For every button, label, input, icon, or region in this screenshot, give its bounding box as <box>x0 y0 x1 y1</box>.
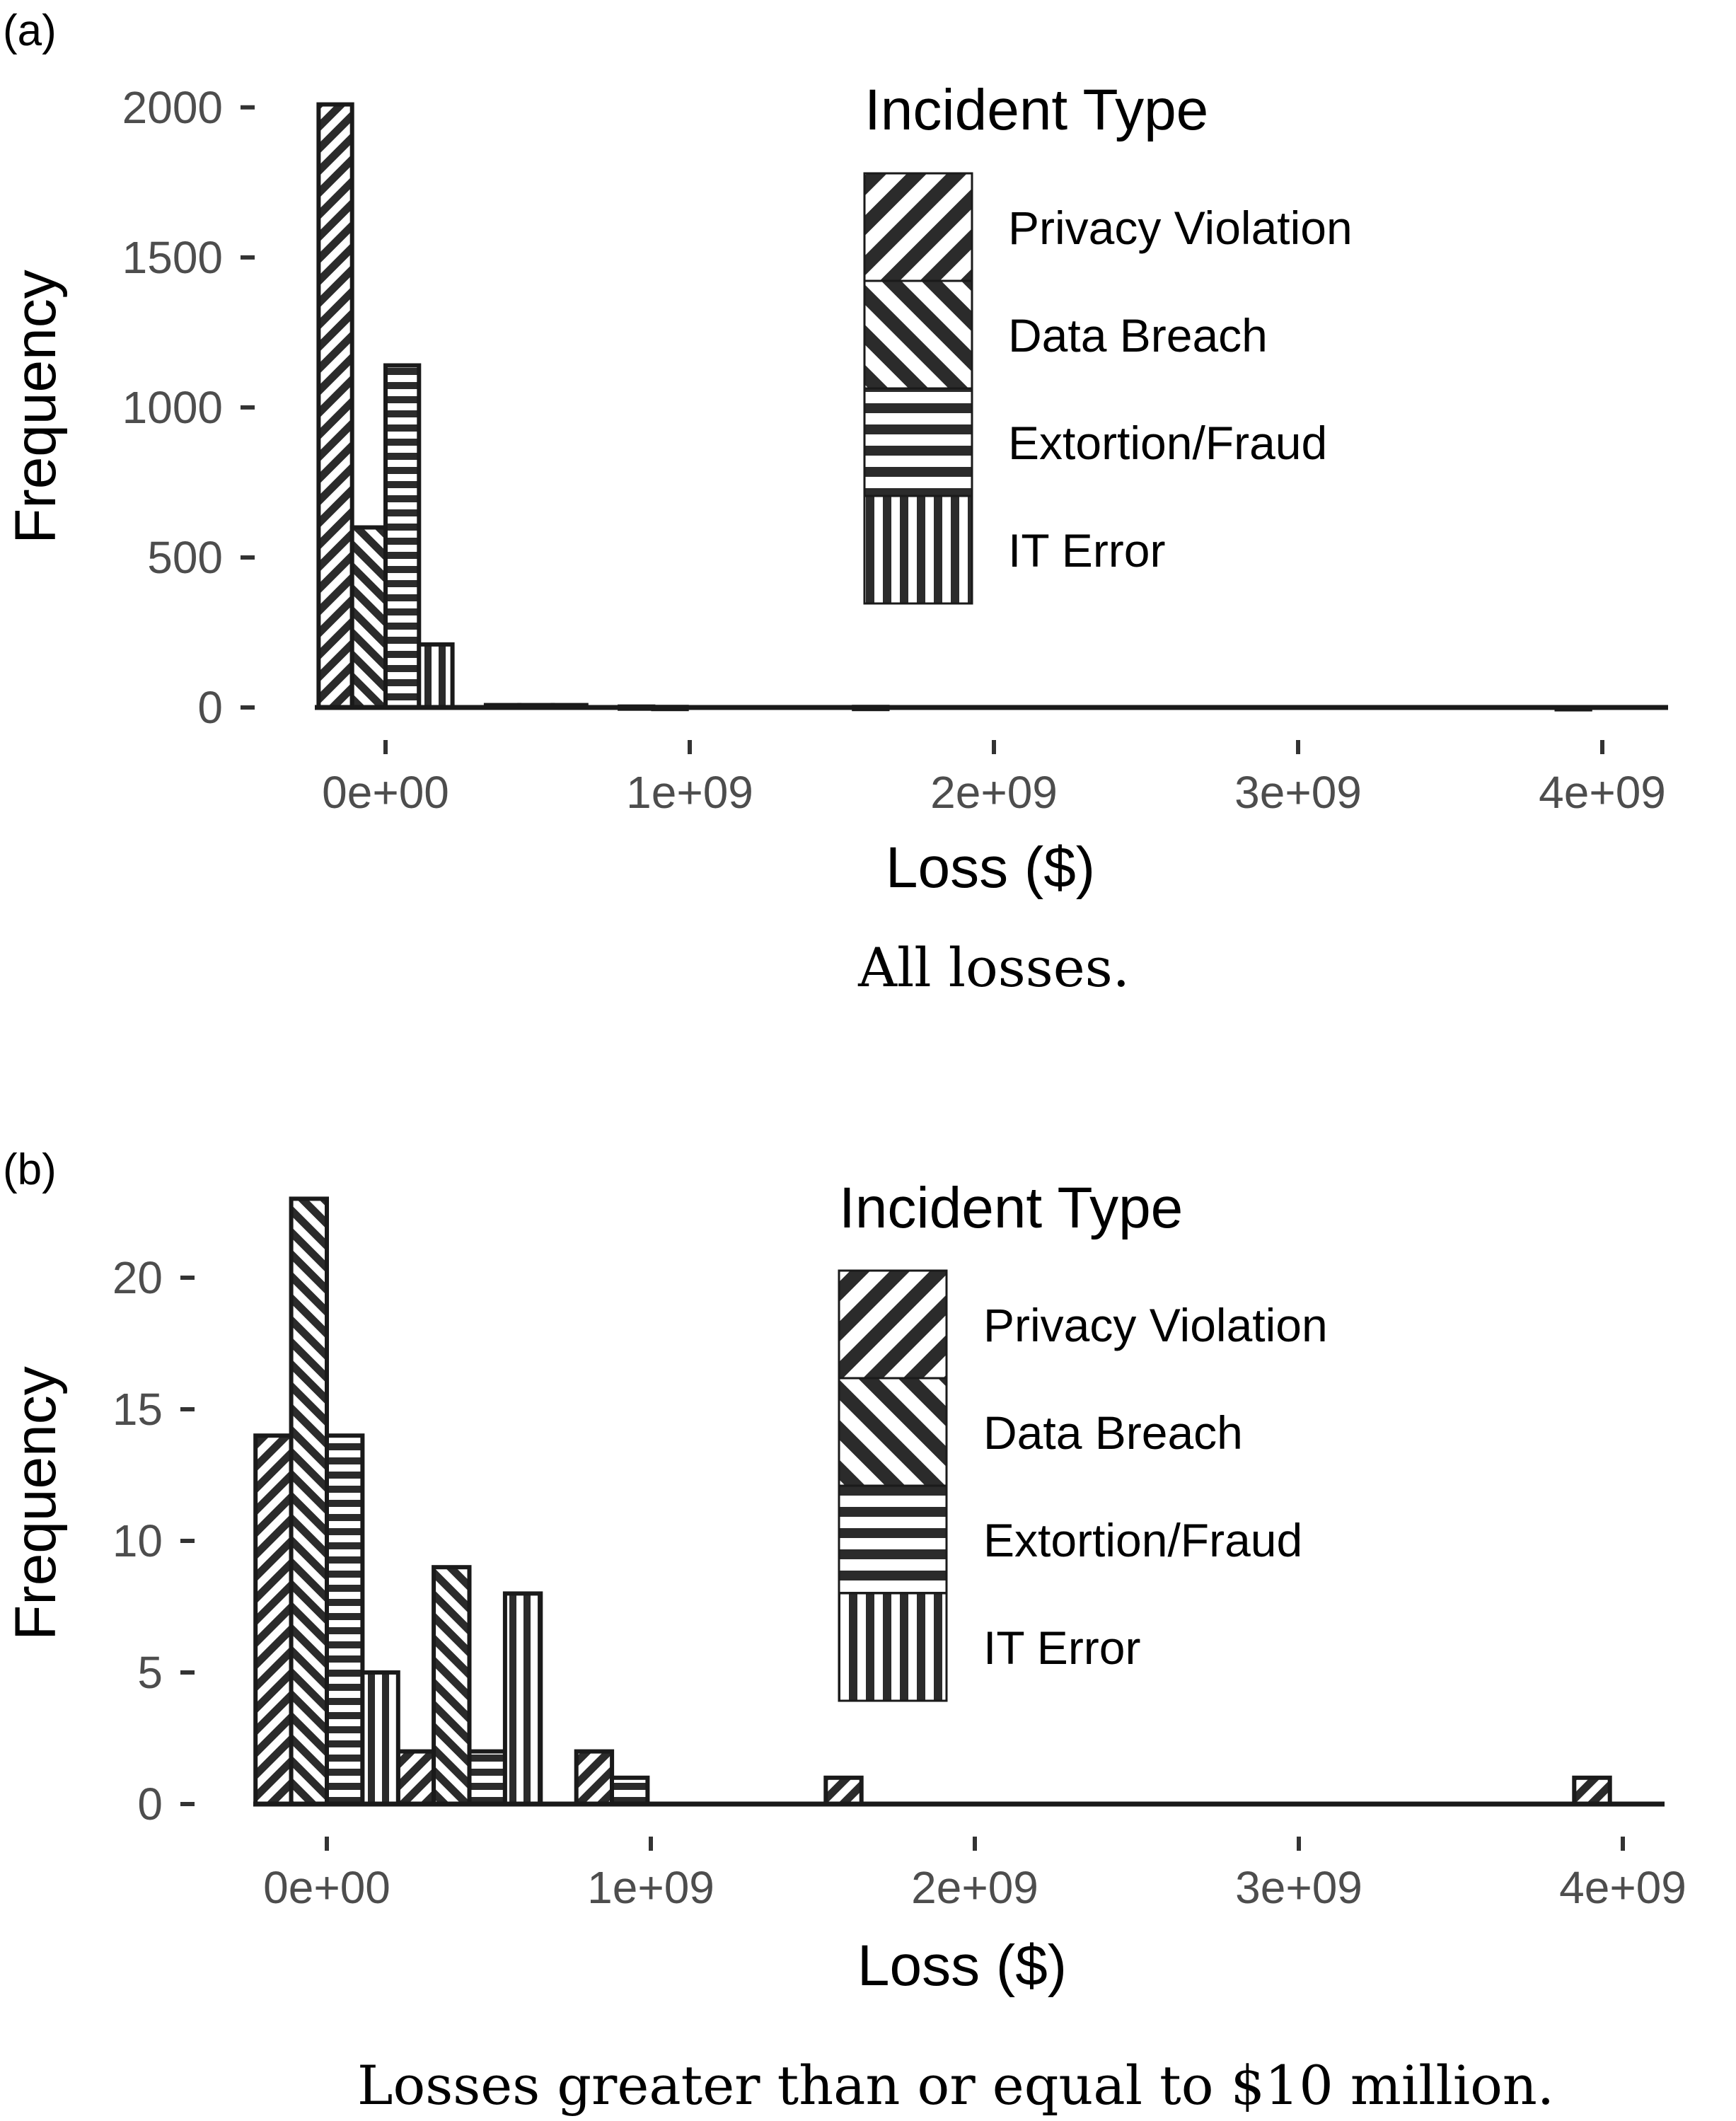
bar-privacy-violation <box>823 1775 864 1807</box>
bar-privacy-violation <box>574 1749 615 1807</box>
legend-title: Incident Type <box>839 1176 1183 1240</box>
bar-extortion-fraud <box>610 1775 650 1807</box>
bar-privacy-violation <box>395 1749 436 1807</box>
bar-privacy-violation <box>316 102 354 710</box>
y-tick-label: 500 <box>147 532 223 583</box>
x-tick-label: 3e+09 <box>1235 1862 1362 1913</box>
y-tick-label: 5 <box>137 1647 163 1698</box>
y-ticks: 0 500 1000 1500 2000 <box>122 82 255 733</box>
legend-swatch <box>838 1269 948 1380</box>
bar-it-error <box>502 1591 543 1806</box>
bar-privacy-violation <box>1572 1775 1612 1807</box>
legend-label: Privacy Violation <box>983 1299 1328 1351</box>
x-tick-label: 4e+09 <box>1559 1862 1686 1913</box>
panel-label: (b) <box>3 1145 57 1194</box>
legend-swatch <box>838 1592 948 1702</box>
y-axis-title: Frequency <box>4 1366 68 1640</box>
bar-extortion-fraud <box>325 1433 365 1806</box>
legend: Incident Type Privacy Violation Data Breac… <box>838 1176 1328 1702</box>
bar-extortion-fraud <box>467 1749 507 1807</box>
y-tick-label: 0 <box>137 1779 163 1830</box>
legend-label: Data Breach <box>983 1406 1243 1459</box>
x-tick-label: 2e+09 <box>911 1862 1038 1913</box>
y-tick-label: 0 <box>197 682 223 733</box>
legend-swatch <box>838 1377 948 1487</box>
x-tick-label: 0e+00 <box>263 1862 390 1913</box>
bar-it-error <box>417 642 455 710</box>
legend-swatch <box>838 1484 948 1595</box>
panel-b: (b) 0 5 10 15 20 0e+00 1e+09 2e+09 3e+09 4e+09 L… <box>3 1145 1686 2117</box>
x-ticks: 0e+00 1e+09 2e+09 3e+09 4e+09 <box>322 740 1666 818</box>
bar-extortion-fraud <box>383 363 422 710</box>
x-tick-label: 1e+09 <box>587 1862 714 1913</box>
y-tick-label: 2000 <box>122 82 223 133</box>
legend-label: IT Error <box>983 1622 1140 1674</box>
y-ticks: 0 5 10 15 20 <box>112 1252 195 1830</box>
legend-swatch <box>863 387 973 497</box>
legend-label: Privacy Violation <box>1008 202 1353 254</box>
bar-data-breach <box>289 1196 330 1806</box>
legend-label: Data Breach <box>1008 309 1268 362</box>
legend: Incident Type Privacy Violation Data Breac… <box>863 78 1353 605</box>
bar-privacy-violation <box>253 1433 294 1806</box>
y-tick-label: 10 <box>112 1515 163 1566</box>
legend-swatch <box>863 172 973 282</box>
panel-label: (a) <box>3 6 57 55</box>
bar-data-breach <box>432 1565 472 1806</box>
y-tick-label: 20 <box>112 1252 163 1303</box>
x-tick-label: 2e+09 <box>930 767 1058 818</box>
x-tick-label: 0e+00 <box>322 767 449 818</box>
x-tick-label: 4e+09 <box>1539 767 1666 818</box>
bar-data-breach <box>349 525 388 710</box>
x-ticks: 0e+00 1e+09 2e+09 3e+09 4e+09 <box>263 1837 1686 1913</box>
bar-it-error <box>360 1670 400 1806</box>
y-tick-label: 1000 <box>122 382 223 433</box>
x-tick-label: 3e+09 <box>1234 767 1362 818</box>
legend-title: Incident Type <box>864 78 1208 142</box>
caption: Losses greater than or equal to $10 mill… <box>357 2054 1554 2117</box>
y-tick-label: 15 <box>112 1384 163 1435</box>
legend-swatch <box>863 279 973 390</box>
caption: All losses. <box>857 936 1130 999</box>
legend-label: IT Error <box>1008 524 1165 577</box>
x-axis-title: Loss ($) <box>886 836 1095 900</box>
x-axis-title: Loss ($) <box>857 1934 1067 1998</box>
legend-label: Extortion/Fraud <box>983 1514 1302 1566</box>
legend-label: Extortion/Fraud <box>1008 417 1327 469</box>
panel-a: (a) 0 500 1000 1500 2000 0e+00 1e+09 2e+09 3e+0… <box>3 6 1668 999</box>
x-tick-label: 1e+09 <box>626 767 753 818</box>
legend-swatch <box>863 495 973 605</box>
y-axis-title: Frequency <box>4 270 68 543</box>
y-tick-label: 1500 <box>122 232 223 283</box>
